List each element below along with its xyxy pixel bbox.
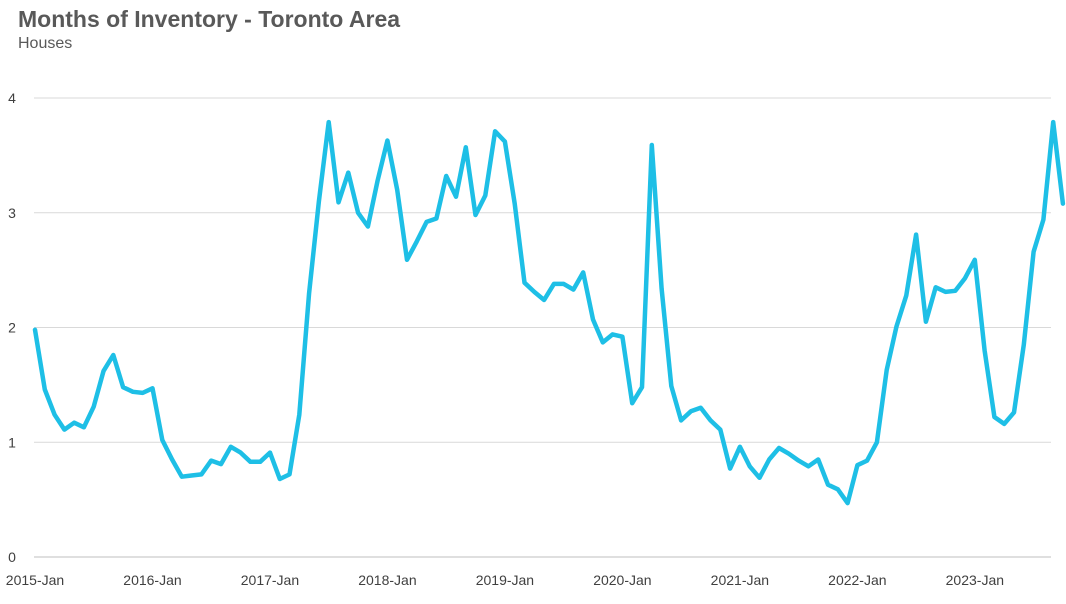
series-line: [32, 119, 1066, 506]
chart-title: Months of Inventory - Toronto Area: [18, 6, 401, 32]
x-tick-label: 2019-Jan: [476, 572, 534, 588]
y-tick-label: 4: [8, 90, 16, 106]
x-tick-label: 2018-Jan: [358, 572, 416, 588]
x-tick-label: 2016-Jan: [123, 572, 181, 588]
chart-subtitle: Houses: [18, 35, 73, 52]
y-tick-label: 2: [8, 320, 16, 336]
x-tick-label: 2021-Jan: [711, 572, 769, 588]
y-tick-label: 0: [8, 549, 16, 565]
x-tick-label: 2022-Jan: [828, 572, 886, 588]
y-tick-label: 3: [8, 205, 16, 221]
x-tick-label: 2017-Jan: [241, 572, 299, 588]
x-tick-label: 2015-Jan: [6, 572, 64, 588]
y-tick-label: 1: [8, 434, 16, 450]
x-tick-label: 2020-Jan: [593, 572, 651, 588]
x-tick-label: 2023-Jan: [946, 572, 1004, 588]
